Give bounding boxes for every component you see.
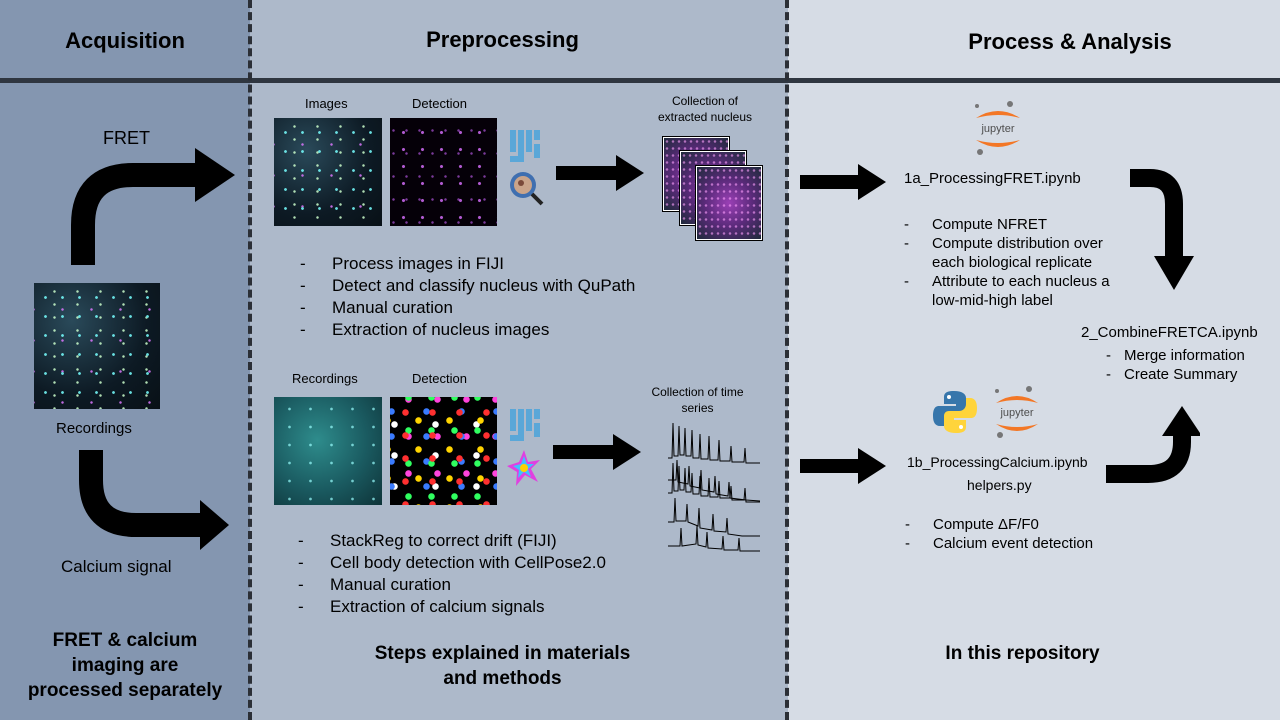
recording-thumbnail — [34, 283, 160, 409]
list-item: Calcium event detection — [905, 534, 1093, 553]
list-item: Manual curation — [298, 574, 606, 596]
list-item: Extraction of nucleus images — [300, 319, 635, 341]
time-series-traces — [666, 418, 762, 552]
list-item: Process images in FIJI — [300, 253, 635, 275]
list-item: Attribute to each nucleus a low-mid-high… — [904, 272, 1137, 310]
fret-notebook-name: 1a_ProcessingFRET.ipynb — [904, 170, 1081, 187]
calcium-analysis-steps: Compute ΔF/F0 Calcium event detection — [905, 515, 1093, 553]
cellpose-icon — [506, 448, 542, 488]
qupath-icon — [508, 170, 544, 206]
calcium-arrow — [75, 450, 265, 560]
calcium-recording-thumbnail — [274, 397, 382, 505]
header-divider — [0, 78, 1280, 83]
calcium-signal-label: Calcium signal — [61, 557, 172, 577]
recordings-label: Recordings — [56, 420, 132, 437]
analysis-footer: In this repository — [860, 641, 1185, 666]
images-label: Images — [305, 96, 348, 111]
list-item: Compute distribution over each biologica… — [904, 234, 1132, 272]
helpers-file-name: helpers.py — [967, 477, 1032, 493]
list-item: Extraction of calcium signals — [298, 596, 606, 618]
fret-analysis-arrow — [800, 164, 890, 200]
list-item: StackReg to correct drift (FIJI) — [298, 530, 606, 552]
fret-preprocessing-steps: Process images in FIJI Detect and classi… — [300, 253, 635, 341]
fret-image-thumbnail — [274, 118, 382, 226]
calcium-detection-label: Detection — [412, 371, 467, 386]
list-item: Manual curation — [300, 297, 635, 319]
calcium-preprocess-arrow — [553, 434, 643, 470]
jupyter-logo: jupyter — [968, 100, 1028, 156]
combine-up-arrow — [1104, 404, 1200, 486]
calcium-detection-thumbnail — [390, 397, 497, 505]
fiji-icon — [510, 409, 540, 443]
list-item: Detect and classify nucleus with QuPath — [300, 275, 635, 297]
column-divider-right — [785, 0, 789, 720]
nucleus-collection-label: Collection of extracted nucleus — [640, 93, 770, 125]
list-item: Cell body detection with CellPose2.0 — [298, 552, 606, 574]
list-item: Merge information — [1106, 346, 1245, 365]
analysis-title: Process & Analysis — [860, 29, 1280, 55]
column-divider-left — [248, 0, 252, 720]
calcium-analysis-arrow — [800, 448, 890, 484]
calcium-preprocessing-steps: StackReg to correct drift (FIJI) Cell bo… — [298, 530, 606, 618]
nucleus-image-3 — [696, 166, 762, 240]
svg-text:jupyter: jupyter — [980, 123, 1014, 135]
fret-preprocess-arrow — [556, 155, 646, 191]
recordings-sub-label: Recordings — [292, 371, 358, 386]
fiji-icon — [510, 130, 540, 164]
fret-detection-label: Detection — [412, 96, 467, 111]
list-item: Compute ΔF/F0 — [905, 515, 1093, 534]
list-item: Compute NFRET — [904, 215, 1137, 234]
combine-down-arrow — [1128, 168, 1198, 294]
combine-notebook-name: 2_CombineFRETCA.ipynb — [1081, 324, 1258, 341]
fret-arrow — [70, 140, 240, 270]
calcium-notebook-name: 1b_ProcessingCalcium.ipynb — [907, 454, 1088, 470]
list-item: Create Summary — [1106, 365, 1245, 384]
acquisition-footer: FRET & calcium imaging are processed sep… — [0, 628, 250, 703]
fret-analysis-steps: Compute NFRET Compute distribution over … — [904, 215, 1137, 310]
preprocessing-footer: Steps explained in materials and methods — [300, 641, 705, 691]
acquisition-title: Acquisition — [0, 28, 250, 54]
preprocessing-title: Preprocessing — [250, 27, 755, 53]
fret-detection-thumbnail — [390, 118, 497, 226]
svg-text:jupyter: jupyter — [999, 407, 1033, 419]
combine-steps: Merge information Create Summary — [1106, 346, 1245, 384]
python-logo — [932, 389, 978, 435]
time-series-collection-label: Collection of time series — [635, 384, 760, 416]
jupyter-logo: jupyter — [989, 385, 1045, 441]
